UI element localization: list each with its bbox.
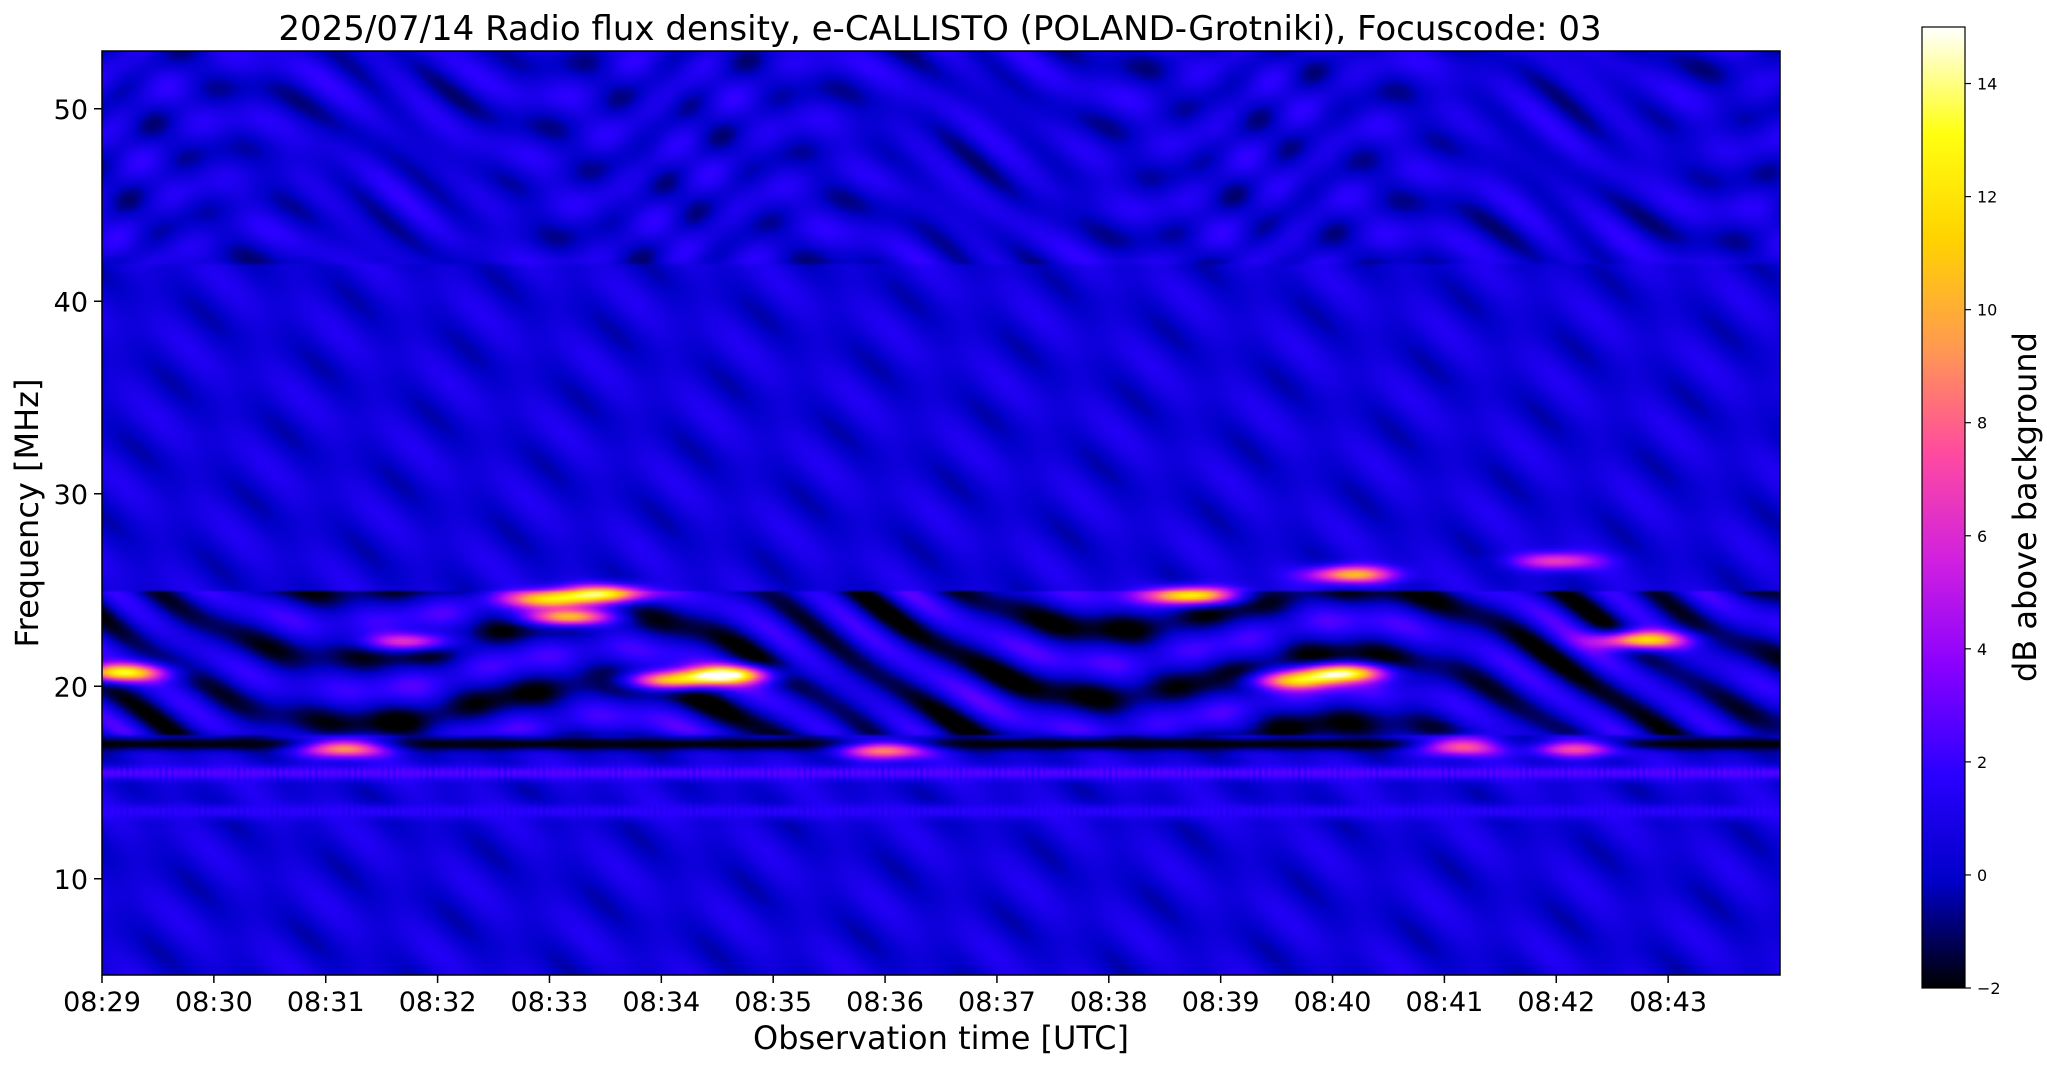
y-axis: 10 20 30 40 50 [54, 95, 102, 896]
colorbar-tick-label: 14 [1977, 75, 1997, 94]
colorbar-tick-label: −2 [1977, 979, 2001, 998]
y-tick-label: 20 [54, 672, 88, 703]
x-axis: 08:29 08:30 08:31 08:32 08:33 08:34 08:35 08:36… [63, 975, 1707, 1018]
colorbar-tick-label: 10 [1977, 301, 1997, 320]
colorbar-tick-label: 6 [1977, 527, 1987, 546]
x-tick-label: 08:42 [1517, 987, 1595, 1018]
colorbar-label: dB above background [2006, 332, 2044, 682]
colorbar-tick-label: 4 [1977, 640, 1987, 659]
x-tick-label: 08:35 [734, 987, 812, 1018]
x-tick-label: 08:34 [622, 987, 700, 1018]
x-tick-label: 08:40 [1294, 987, 1372, 1018]
plot-area [101, 50, 1781, 976]
colorbar-tick-label: 2 [1977, 753, 1987, 772]
colorbar-tick-label: 8 [1977, 414, 1987, 433]
colorbar-tick-label: 0 [1977, 866, 1987, 885]
y-tick-label: 10 [54, 865, 88, 896]
spectrogram-heatmap [102, 51, 1780, 975]
y-tick-label: 30 [54, 480, 88, 511]
colorbar-gradient [1921, 26, 1966, 989]
x-tick-label: 08:36 [846, 987, 924, 1018]
x-tick-label: 08:29 [63, 987, 141, 1018]
x-tick-label: 08:32 [399, 987, 477, 1018]
x-tick-label: 08:39 [1182, 987, 1260, 1018]
x-axis-label: Observation time [UTC] [753, 1019, 1129, 1057]
x-tick-label: 08:43 [1629, 987, 1707, 1018]
y-tick-label: 40 [54, 287, 88, 318]
colorbar: −2 0 2 4 6 8 10 12 14 dB above background [1921, 26, 2044, 998]
chart-title: 2025/07/14 Radio flux density, e-CALLIST… [278, 9, 1601, 49]
x-tick-label: 08:41 [1405, 987, 1483, 1018]
x-tick-label: 08:31 [287, 987, 365, 1018]
x-tick-label: 08:33 [511, 987, 589, 1018]
x-tick-label: 08:38 [1070, 987, 1148, 1018]
y-tick-label: 50 [54, 95, 88, 126]
plot-frame [101, 50, 1781, 976]
colorbar-ticks: −2 0 2 4 6 8 10 12 14 [1965, 75, 2001, 998]
x-tick-label: 08:30 [175, 987, 253, 1018]
colorbar-tick-label: 12 [1977, 188, 1997, 207]
x-tick-label: 08:37 [958, 987, 1036, 1018]
y-axis-label: Frequency [MHz] [8, 379, 46, 648]
